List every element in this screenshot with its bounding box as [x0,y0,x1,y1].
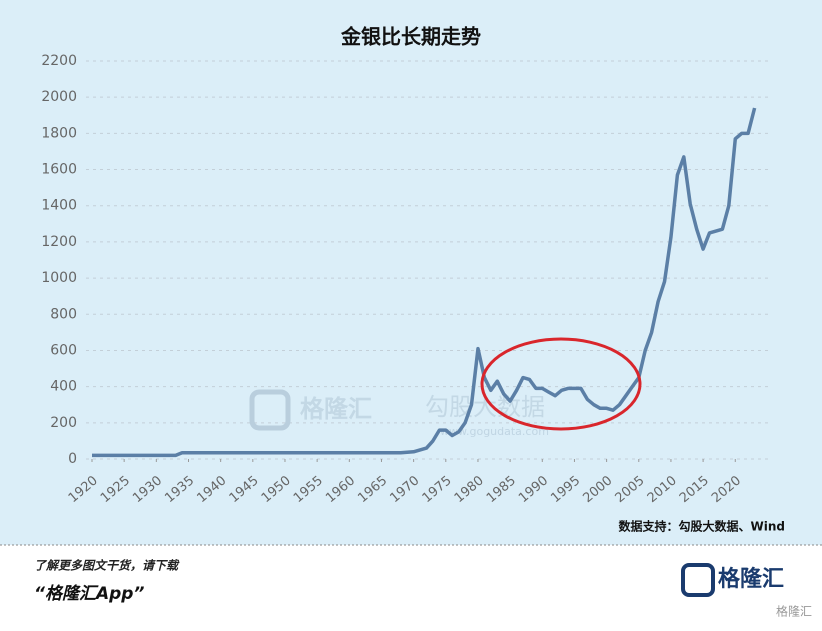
chart-title: 金银比长期走势 [340,25,481,49]
y-tick-label: 200 [50,415,77,431]
footer-line1: 了解更多图文干货，请下载 [34,559,180,573]
y-tick-label: 1600 [41,162,77,178]
y-tick-label: 2200 [41,53,77,69]
y-tick-label: 600 [50,342,77,358]
corner-mark: 格隆汇 [776,604,812,619]
watermark: 格隆汇 [300,395,372,423]
chart-background [0,0,822,545]
y-tick-label: 1400 [41,198,77,214]
y-tick-label: 2000 [41,89,77,105]
y-tick-label: 400 [50,379,77,395]
logo: 格隆汇 [718,566,784,592]
y-tick-label: 1000 [41,270,77,286]
footer-line2: “格隆汇App” [34,584,144,604]
y-tick-label: 1800 [41,125,77,141]
data-line [92,107,757,458]
watermark-icon [249,389,291,431]
watermark: www.gogudata.com [440,425,549,438]
y-tick-label: 0 [68,451,77,467]
source: 数据支持：勾股大数据、Wind [619,519,785,534]
logo-icon [681,563,715,597]
highlight-circle [480,337,642,431]
y-tick-label: 800 [50,306,77,322]
y-tick-label: 1200 [41,234,77,250]
